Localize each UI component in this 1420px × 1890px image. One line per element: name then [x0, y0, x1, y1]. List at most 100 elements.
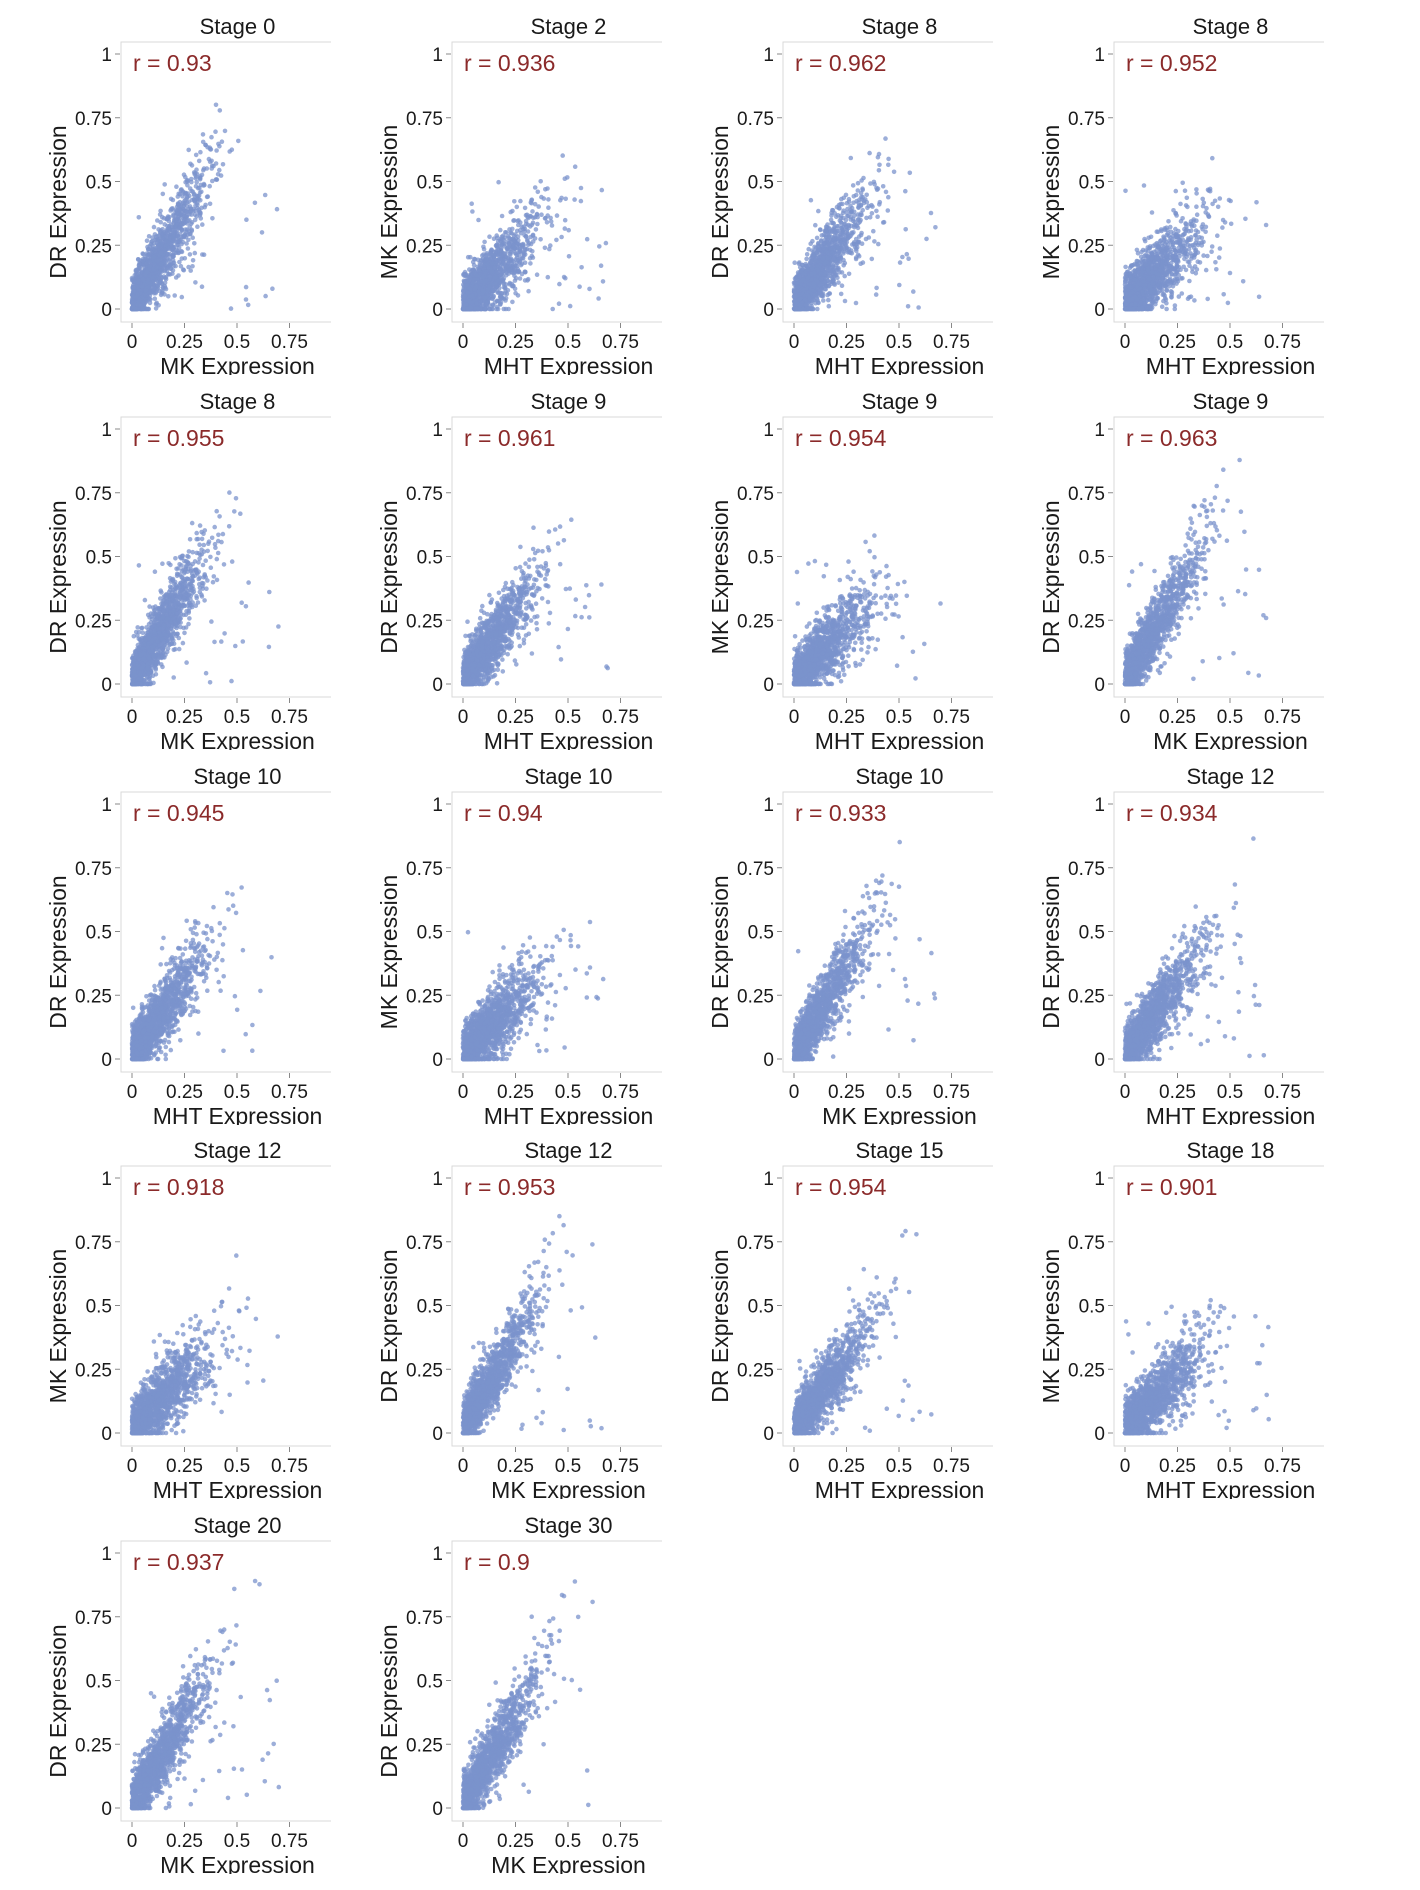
- data-point: [511, 238, 517, 243]
- data-point: [1227, 270, 1233, 276]
- data-point: [496, 179, 501, 185]
- x-tick-label: 0.5: [555, 332, 581, 353]
- data-point: [470, 209, 475, 214]
- data-point: [507, 282, 512, 287]
- data-point: [146, 234, 152, 239]
- data-point: [806, 275, 811, 281]
- data-point: [476, 289, 481, 295]
- data-point: [159, 261, 164, 267]
- y-tick-label: 0.25: [406, 236, 443, 257]
- data-point: [219, 139, 225, 144]
- data-point: [542, 245, 548, 251]
- data-point: [201, 252, 207, 257]
- data-point: [185, 218, 191, 224]
- data-point: [488, 249, 493, 255]
- data-point: [228, 306, 234, 311]
- data-point: [848, 203, 853, 209]
- data-point: [152, 248, 158, 254]
- data-point: [842, 273, 847, 279]
- data-point: [859, 197, 864, 202]
- data-point: [152, 296, 158, 302]
- x-tick-label: 0: [789, 332, 800, 353]
- y-tick-label: 0: [432, 300, 443, 321]
- data-point: [172, 293, 177, 298]
- data-point: [907, 170, 913, 176]
- data-point: [151, 266, 156, 272]
- data-point: [166, 294, 171, 299]
- data-point: [809, 306, 814, 312]
- data-point: [468, 287, 473, 292]
- data-point: [532, 201, 538, 207]
- data-point: [1184, 195, 1190, 201]
- data-point: [481, 246, 487, 252]
- data-point: [829, 213, 834, 218]
- data-point: [818, 271, 823, 277]
- data-point: [844, 210, 850, 215]
- data-point: [180, 267, 186, 272]
- data-point: [1154, 229, 1160, 234]
- data-point: [872, 181, 877, 187]
- data-point: [847, 234, 852, 239]
- data-point: [924, 236, 929, 242]
- data-point: [514, 204, 520, 210]
- data-point: [154, 300, 159, 306]
- data-point: [170, 207, 176, 212]
- data-point: [1146, 235, 1151, 241]
- data-point: [796, 280, 802, 285]
- x-axis-label: MHT Expression: [815, 353, 985, 375]
- data-point: [561, 274, 567, 280]
- data-point: [559, 234, 564, 240]
- data-point: [823, 234, 829, 239]
- data-point: [828, 246, 834, 251]
- data-point: [245, 302, 251, 308]
- data-point: [196, 210, 202, 215]
- data-point: [201, 167, 206, 173]
- data-point: [176, 214, 181, 220]
- data-point: [252, 200, 258, 206]
- data-point: [462, 306, 467, 312]
- data-point: [515, 293, 521, 298]
- data-point: [181, 172, 187, 177]
- data-point: [851, 194, 857, 199]
- data-point: [830, 208, 836, 213]
- data-point: [135, 279, 141, 285]
- data-point: [187, 224, 192, 229]
- data-point: [188, 206, 194, 212]
- data-point: [508, 236, 513, 242]
- data-point: [916, 305, 921, 310]
- data-point: [566, 227, 571, 233]
- data-point: [522, 269, 528, 275]
- data-point: [509, 231, 514, 236]
- data-point: [192, 250, 198, 256]
- data-point: [868, 181, 873, 186]
- data-point: [510, 208, 515, 214]
- data-point: [180, 188, 185, 194]
- data-point: [147, 264, 153, 269]
- data-point: [492, 281, 498, 286]
- correlation-label: r = 0.962: [795, 50, 886, 76]
- data-point: [175, 201, 181, 206]
- data-point: [1173, 188, 1179, 194]
- data-point: [851, 200, 856, 205]
- data-point: [906, 256, 911, 262]
- data-point: [793, 298, 798, 303]
- data-point: [160, 191, 166, 197]
- data-point: [548, 219, 554, 224]
- data-point: [830, 264, 836, 270]
- data-point: [1160, 292, 1166, 298]
- data-point: [162, 182, 167, 187]
- data-point: [493, 261, 499, 266]
- data-point: [858, 211, 864, 216]
- data-point: [196, 158, 202, 164]
- data-point: [815, 300, 821, 305]
- data-point: [222, 128, 228, 134]
- data-point: [827, 291, 833, 296]
- y-tick-label: 0.75: [737, 109, 774, 130]
- x-axis-label: MHT Expression: [484, 353, 654, 375]
- data-point: [866, 235, 872, 240]
- data-point: [826, 283, 832, 289]
- data-point: [498, 227, 503, 233]
- data-point: [856, 200, 861, 205]
